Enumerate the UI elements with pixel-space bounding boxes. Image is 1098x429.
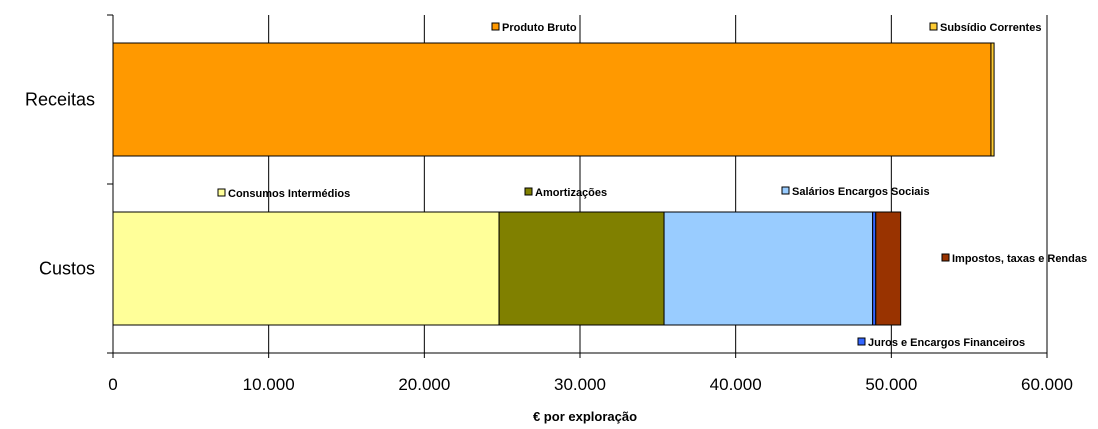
bar-segment [663,211,874,326]
legend-item: Consumos Intermédios [217,188,350,200]
legend-item: Impostos, taxas e Rendas [941,253,1087,265]
bar-segment [875,211,902,326]
bar-segment [498,211,665,326]
category-label: Custos [39,259,95,279]
legend-swatch [217,188,226,197]
legend-item: Produto Bruto [491,22,577,34]
legend-item: Subsídio Correntes [929,22,1041,34]
legend-label: Consumos Intermédios [228,188,350,200]
x-tick-label: 40.000 [710,375,762,394]
legend-swatch [941,253,950,262]
legend-swatch [524,187,533,196]
legend-label: Subsídio Correntes [940,22,1041,34]
x-tick-label: 10.000 [243,375,295,394]
legend-swatch [781,186,790,195]
x-tick-label: 20.000 [398,375,450,394]
x-tick-label: 60.000 [1021,375,1073,394]
x-tick-label: 50.000 [865,375,917,394]
legend-label: Produto Bruto [502,22,577,34]
bar-segment [990,42,995,157]
bar-segment [112,211,500,326]
legend-item: Amortizações [524,187,607,199]
legend: Produto Bruto Subsídio Correntes Consumos … [217,22,1087,349]
legend-label: Impostos, taxas e Rendas [952,253,1087,265]
bar-segment [112,42,992,157]
legend-item: Salários Encargos Sociais [781,186,930,198]
x-tick-label: 0 [108,375,117,394]
legend-swatch [857,337,866,346]
legend-label: Salários Encargos Sociais [792,186,930,198]
legend-label: Amortizações [535,187,607,199]
x-tick-label: 30.000 [554,375,606,394]
legend-item: Juros e Encargos Financeiros [857,337,1025,349]
bars [112,42,995,326]
x-axis-title: € por exploração [533,409,637,424]
legend-swatch [491,22,500,31]
legend-label: Juros e Encargos Financeiros [868,337,1025,349]
axes: Receitas Custos 0 10.000 20.000 30.000 40.000 5… [25,14,1073,394]
legend-swatch [929,22,938,31]
category-label: Receitas [25,90,95,110]
